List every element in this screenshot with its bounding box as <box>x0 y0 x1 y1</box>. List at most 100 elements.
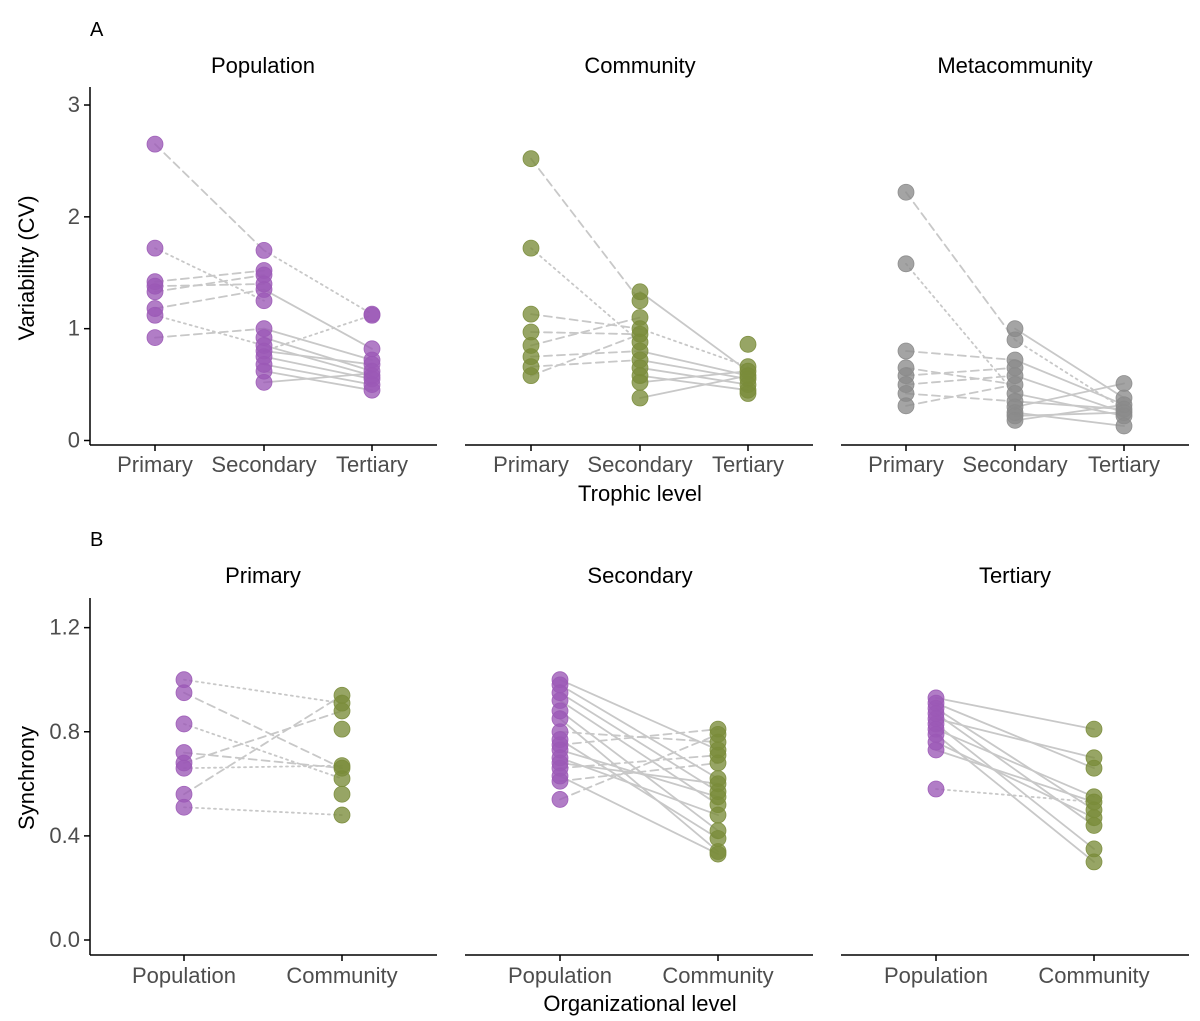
connector-line <box>905 392 1016 403</box>
connector-line <box>530 331 641 336</box>
connector-line <box>1014 411 1125 417</box>
facet-title-primary: Primary <box>225 563 301 588</box>
x-tick-label: Primary <box>868 452 944 477</box>
connector-line <box>530 247 641 343</box>
data-point <box>175 759 193 777</box>
x-tick-label: Population <box>884 963 988 988</box>
y-tick-label: 1 <box>68 316 80 341</box>
connector-line <box>905 366 1016 377</box>
connector-line <box>935 717 1095 759</box>
connector-line <box>154 143 265 252</box>
connector-line <box>935 788 1095 803</box>
data-point <box>175 798 193 816</box>
data-point <box>631 292 649 310</box>
connector-line <box>183 806 343 816</box>
data-point <box>333 806 351 824</box>
connector-line <box>263 288 373 350</box>
connector-line <box>263 372 373 384</box>
facet-title-community: Community <box>584 53 695 78</box>
connector-line <box>154 247 265 302</box>
data-point <box>146 283 164 301</box>
connector-line <box>1014 403 1125 422</box>
data-point <box>1006 411 1024 429</box>
connector-line <box>559 710 719 832</box>
connector-line <box>530 313 641 330</box>
connector-line <box>559 733 719 801</box>
facet-title-secondary: Secondary <box>587 563 692 588</box>
connector-line <box>639 374 749 399</box>
y-tick-label: 3 <box>68 92 80 117</box>
data-point <box>333 720 351 738</box>
connector-line <box>530 350 641 358</box>
connector-line <box>1014 374 1125 414</box>
connector-line <box>530 359 641 368</box>
connector-line <box>154 269 265 283</box>
connector-line <box>263 249 373 316</box>
data-point <box>739 335 757 353</box>
x-tick-label: Tertiary <box>712 452 784 477</box>
x-axis-title-b: Organizational level <box>543 991 736 1016</box>
connector-line <box>905 350 1016 361</box>
connector-line <box>559 684 719 780</box>
connector-line <box>263 314 373 352</box>
connector-line <box>639 290 749 373</box>
connector-line <box>183 694 343 796</box>
connector-line <box>183 691 343 770</box>
panel-label-b: B <box>90 529 103 551</box>
connector-line <box>183 723 343 780</box>
data-point <box>146 306 164 324</box>
connector-line <box>935 741 1095 819</box>
connector-line <box>559 717 719 853</box>
connector-line <box>905 383 1016 407</box>
data-point <box>1085 759 1103 777</box>
connector-line <box>935 712 1095 827</box>
data-point <box>1006 331 1024 349</box>
data-point <box>1085 720 1103 738</box>
data-point <box>631 373 649 391</box>
data-point <box>146 329 164 347</box>
panel-label-a: A <box>90 19 104 41</box>
connector-line <box>154 288 265 310</box>
connector-line <box>154 274 265 293</box>
x-tick-label: Tertiary <box>336 452 408 477</box>
connector-line <box>559 728 719 746</box>
x-axis-title-a: Trophic level <box>578 481 702 506</box>
x-tick-label: Population <box>508 963 612 988</box>
connector-line <box>183 710 343 764</box>
data-point <box>522 367 540 385</box>
connector-line <box>263 350 373 366</box>
connector-line <box>559 738 719 840</box>
x-tick-label: Community <box>286 963 397 988</box>
connector-line <box>559 678 719 751</box>
x-tick-label: Population <box>132 963 236 988</box>
connector-line <box>935 728 1095 798</box>
connector-line <box>1014 327 1125 399</box>
data-point <box>897 342 915 360</box>
y-tick-label: 0 <box>68 428 80 453</box>
x-tick-label: Secondary <box>587 452 692 477</box>
x-tick-label: Community <box>662 963 773 988</box>
y-tick-label: 1.2 <box>49 615 80 640</box>
connector-line <box>530 157 641 302</box>
data-point <box>709 754 727 772</box>
connector-line <box>905 191 1016 341</box>
y-axis-title-a: Variability (CV) <box>14 195 39 340</box>
data-point <box>175 715 193 733</box>
connector-line <box>154 327 265 339</box>
data-point <box>363 381 381 399</box>
y-tick-label: 0.8 <box>49 719 80 744</box>
data-point <box>1085 853 1103 871</box>
y-tick-label: 2 <box>68 204 80 229</box>
data-point <box>897 255 915 273</box>
connector-line <box>263 344 373 377</box>
facet-title-population: Population <box>211 53 315 78</box>
connector-line <box>905 374 1016 386</box>
data-point <box>1115 375 1133 392</box>
facet-title-tertiary: Tertiary <box>979 563 1051 588</box>
connector-line <box>639 374 749 392</box>
connector-line <box>559 762 719 783</box>
connector-line <box>263 370 373 392</box>
data-point <box>522 305 540 323</box>
data-point <box>927 741 945 759</box>
